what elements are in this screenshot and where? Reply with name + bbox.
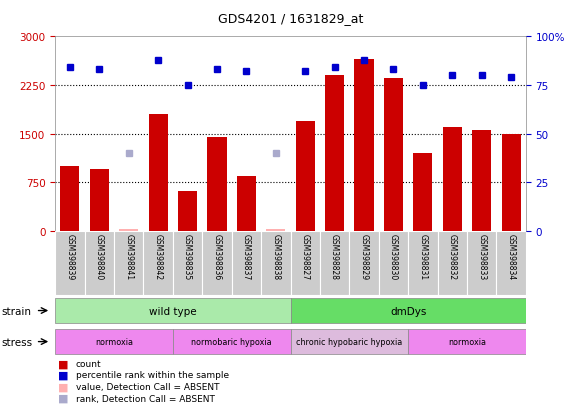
Bar [232,231,261,295]
Text: stress: stress [1,337,33,347]
Bar [173,231,202,295]
Bar [290,231,320,295]
Text: GSM398836: GSM398836 [213,233,221,279]
Bar [290,299,526,323]
Bar [60,166,80,231]
Bar [354,60,374,231]
Text: ■: ■ [58,370,69,380]
Text: normoxia: normoxia [95,337,133,346]
Text: GSM398833: GSM398833 [477,233,486,279]
Text: GSM398842: GSM398842 [153,233,163,279]
Text: normobaric hypoxia: normobaric hypoxia [191,337,272,346]
Text: wild type: wild type [149,306,196,316]
Text: GSM398835: GSM398835 [183,233,192,279]
Bar [413,154,432,231]
Bar [114,231,144,295]
Bar [296,121,315,231]
Bar [173,330,290,354]
Text: GSM398832: GSM398832 [448,233,457,279]
Bar [290,330,408,354]
Text: GSM398834: GSM398834 [507,233,515,279]
Bar [379,231,408,295]
Text: GSM398841: GSM398841 [124,233,133,279]
Text: ■: ■ [58,393,69,403]
Bar [261,231,290,295]
Text: GSM398839: GSM398839 [66,233,74,279]
Text: count: count [76,359,101,368]
Text: GSM398828: GSM398828 [330,233,339,279]
Bar [207,138,227,231]
Text: GSM398831: GSM398831 [418,233,428,279]
Bar [325,76,344,231]
Text: GSM398838: GSM398838 [271,233,280,279]
Text: ■: ■ [58,382,69,392]
Bar [178,191,197,231]
Bar [467,231,496,295]
Text: ■: ■ [58,358,69,368]
Text: dmDys: dmDys [390,306,426,316]
Bar [437,231,467,295]
Text: GSM398830: GSM398830 [389,233,398,279]
Bar [55,231,85,295]
Bar [144,231,173,295]
Bar [237,176,256,231]
Text: GSM398827: GSM398827 [301,233,310,279]
Bar [472,131,492,231]
Bar [320,231,349,295]
Text: GSM398840: GSM398840 [95,233,104,279]
Text: percentile rank within the sample: percentile rank within the sample [76,370,229,380]
Bar [202,231,232,295]
Bar [408,231,437,295]
Bar [384,79,403,231]
Text: normoxia: normoxia [448,337,486,346]
Bar [496,231,526,295]
Bar [501,134,521,231]
Text: value, Detection Call = ABSENT: value, Detection Call = ABSENT [76,382,219,391]
Bar [349,231,379,295]
Text: chronic hypobaric hypoxia: chronic hypobaric hypoxia [296,337,403,346]
Bar [89,170,109,231]
Bar [55,299,290,323]
Bar [266,229,285,231]
Text: rank, Detection Call = ABSENT: rank, Detection Call = ABSENT [76,394,214,403]
Bar [149,115,168,231]
Text: GSM398837: GSM398837 [242,233,251,279]
Text: GDS4201 / 1631829_at: GDS4201 / 1631829_at [218,12,363,25]
Bar [119,229,138,231]
Text: strain: strain [1,306,31,316]
Bar [408,330,526,354]
Bar [55,330,173,354]
Bar [85,231,114,295]
Text: GSM398829: GSM398829 [360,233,368,279]
Bar [443,128,462,231]
